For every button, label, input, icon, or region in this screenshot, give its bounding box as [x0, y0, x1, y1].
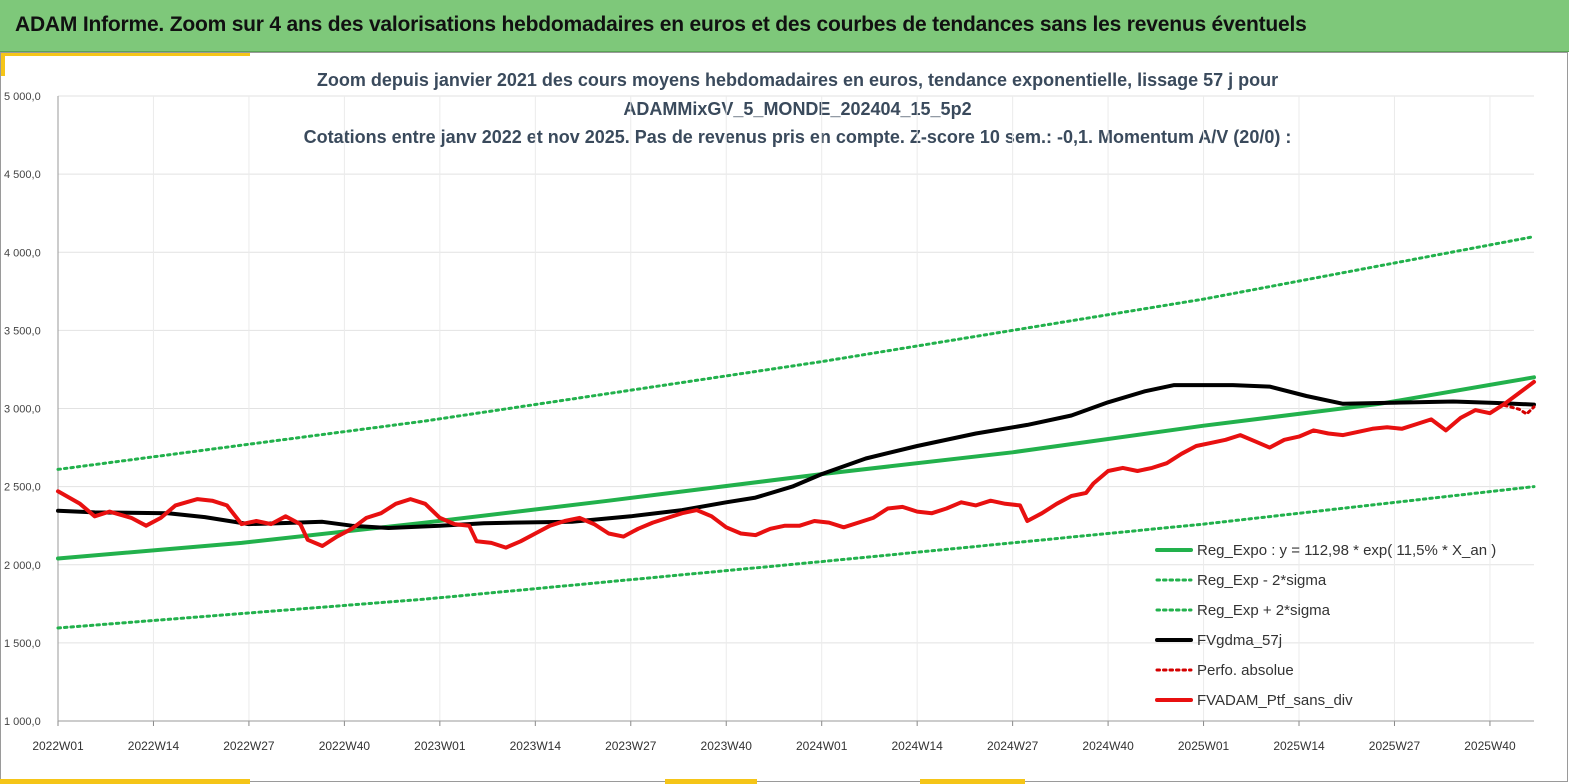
legend-swatch — [1155, 667, 1193, 673]
y-tick-label: 3 500,0 — [4, 325, 41, 337]
x-tick-label: 2023W01 — [414, 739, 466, 753]
legend-label: FVgdma_57j — [1197, 631, 1283, 649]
x-tick-label: 2025W27 — [1369, 739, 1421, 753]
x-tick-label: 2023W40 — [701, 739, 753, 753]
x-tick-label: 2024W14 — [891, 739, 943, 753]
chart-legend: Reg_Expo : y = 112,98 * exp( 11,5% * X_a… — [1155, 535, 1496, 715]
accent-bar-bottom-mid — [665, 779, 757, 784]
x-tick-label: 2023W27 — [605, 739, 657, 753]
legend-swatch — [1155, 637, 1193, 643]
x-tick-label: 2022W40 — [319, 739, 371, 753]
chart-title-line-1: Zoom depuis janvier 2021 des cours moyen… — [316, 70, 1279, 90]
series-line-3 — [56, 383, 1536, 530]
accent-bar-bottom-right — [920, 779, 1025, 784]
series-line-0 — [56, 375, 1536, 561]
legend-item: FVADAM_Ptf_sans_div — [1155, 685, 1496, 715]
legend-label: Reg_Expo : y = 112,98 * exp( 11,5% * X_a… — [1197, 541, 1497, 559]
chart-frame — [0, 52, 1568, 782]
legend-swatch — [1155, 547, 1193, 553]
legend-label: Perfo. absolue — [1197, 661, 1294, 679]
legend-item: Perfo. absolue — [1155, 655, 1496, 685]
x-tick-label: 2022W27 — [223, 739, 275, 753]
chart-title-line-3: Cotations entre janv 2022 et nov 2025. P… — [303, 127, 1292, 147]
series-line-4 — [1503, 403, 1536, 416]
accent-bar-bottom-left — [0, 779, 250, 784]
y-tick-label: 2 500,0 — [4, 482, 41, 494]
series-line-2 — [56, 235, 1536, 471]
legend-swatch — [1155, 577, 1193, 583]
legend-label: Reg_Exp + 2*sigma — [1197, 601, 1330, 619]
chart-title-line-2: ADAMMixGV_5_MONDE_202404_15_5p2 — [623, 99, 972, 119]
header-title: ADAM Informe. Zoom sur 4 ans des valoris… — [15, 13, 1307, 36]
series-line-5 — [56, 379, 1536, 550]
legend-item: Reg_Exp + 2*sigma — [1155, 595, 1496, 625]
y-tick-label: 2 000,0 — [4, 560, 41, 572]
legend-item: FVgdma_57j — [1155, 625, 1496, 655]
x-tick-label: 2025W14 — [1273, 739, 1325, 753]
x-tick-label: 2022W14 — [128, 739, 180, 753]
y-tick-label: 3 000,0 — [4, 404, 41, 416]
x-tick-label: 2024W01 — [796, 739, 848, 753]
y-tick-label: 1 000,0 — [4, 716, 41, 728]
legend-swatch — [1155, 697, 1193, 703]
header-bar: ADAM Informe. Zoom sur 4 ans des valoris… — [0, 0, 1569, 52]
x-tick-label: 2024W27 — [987, 739, 1039, 753]
accent-bar-left — [0, 52, 5, 76]
x-tick-label: 2025W01 — [1178, 739, 1230, 753]
x-tick-label: 2024W40 — [1082, 739, 1134, 753]
y-tick-label: 4 000,0 — [4, 247, 41, 259]
x-tick-label: 2025W40 — [1464, 739, 1516, 753]
legend-label: Reg_Exp - 2*sigma — [1197, 571, 1327, 589]
legend-item: Reg_Expo : y = 112,98 * exp( 11,5% * X_a… — [1155, 535, 1496, 565]
legend-label: FVADAM_Ptf_sans_div — [1197, 691, 1353, 709]
x-tick-label: 2023W14 — [510, 739, 562, 753]
x-tick-label: 2022W01 — [32, 739, 84, 753]
y-tick-label: 5 000,0 — [4, 91, 41, 103]
y-tick-label: 4 500,0 — [4, 169, 41, 181]
y-tick-label: 1 500,0 — [4, 638, 41, 650]
legend-item: Reg_Exp - 2*sigma — [1155, 565, 1496, 595]
accent-bar-top — [0, 52, 250, 56]
legend-swatch — [1155, 607, 1193, 613]
series-line-1 — [56, 485, 1536, 630]
